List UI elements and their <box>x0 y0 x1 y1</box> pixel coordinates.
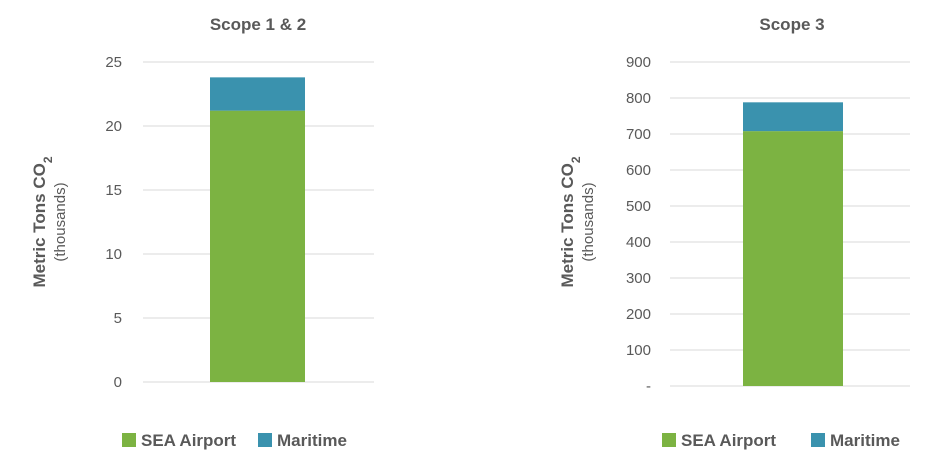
legend-item: SEA Airport <box>122 431 236 450</box>
legend-swatch <box>811 433 825 447</box>
bar-segment-maritime <box>210 77 305 111</box>
legend-swatch <box>258 433 272 447</box>
y-tick-label: 600 <box>626 162 651 179</box>
bar-segment-sea-airport <box>743 131 843 386</box>
chart-svg: Scope 1 & 2 0 5 10 15 20 25 Metric Tons CO2(tho… <box>30 15 374 450</box>
legend-label: SEA Airport <box>141 431 236 450</box>
legend-swatch <box>662 433 676 447</box>
bar-segment-sea-airport <box>210 110 305 382</box>
bar-segment-maritime <box>743 102 843 132</box>
y-tick-label: - <box>646 378 651 395</box>
y-tick-label: 400 <box>626 234 651 251</box>
y-axis-label-main: Metric Tons CO2 <box>558 156 583 287</box>
y-tick-label: 10 <box>105 246 122 263</box>
y-tick-label: 20 <box>105 118 122 135</box>
y-tick-label: 15 <box>105 182 122 199</box>
legend-label: SEA Airport <box>681 431 776 450</box>
legend-swatch <box>122 433 136 447</box>
y-axis-label: Metric Tons CO2(thousands) <box>30 156 69 287</box>
chart-scope-3: Scope 3 - 100 200 300 400 500 600 700 800 900 Metri… <box>540 0 950 456</box>
legend-label: Maritime <box>830 431 900 450</box>
legend-item: Maritime <box>258 431 347 450</box>
y-tick-label: 300 <box>626 270 651 287</box>
y-axis-label-units: (thousands) <box>52 182 69 261</box>
y-tick-label: 500 <box>626 198 651 215</box>
y-tick-label: 800 <box>626 90 651 107</box>
y-tick-label: 700 <box>626 126 651 143</box>
legend-item: SEA Airport <box>662 431 776 450</box>
y-tick-label: 900 <box>626 54 651 71</box>
legend-item: Maritime <box>811 431 900 450</box>
y-tick-label: 200 <box>626 306 651 323</box>
y-axis-label: Metric Tons CO2(thousands) <box>558 156 597 287</box>
y-tick-label: 5 <box>114 310 122 327</box>
chart-title: Scope 3 <box>759 15 824 34</box>
y-axis-label-main: Metric Tons CO2 <box>30 156 55 287</box>
chart-svg: Scope 3 - 100 200 300 400 500 600 700 800 900 Metri… <box>558 15 910 450</box>
y-tick-label: 0 <box>114 374 122 391</box>
chart-scope-1-2: Scope 1 & 2 0 5 10 15 20 25 Metric Tons CO2 (tho… <box>0 0 420 456</box>
y-tick-label: 25 <box>105 54 122 71</box>
y-axis-label-units: (thousands) <box>580 182 597 261</box>
y-tick-label: 100 <box>626 342 651 359</box>
legend-label: Maritime <box>277 431 347 450</box>
chart-title: Scope 1 & 2 <box>210 15 306 34</box>
